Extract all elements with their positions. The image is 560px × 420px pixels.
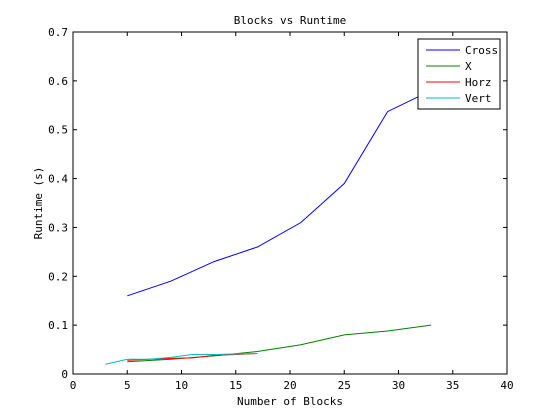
x-tick-label: 5: [124, 379, 131, 392]
x-tick-label: 15: [229, 379, 242, 392]
legend: Cross X Horz Vert: [417, 38, 501, 110]
series-layer: [105, 90, 432, 365]
x-tick-label: 40: [500, 379, 513, 392]
x-tick-label: 30: [392, 379, 405, 392]
y-tick-label: 0.6: [48, 75, 68, 88]
chart-title: Blocks vs Runtime: [234, 14, 347, 27]
x-tick-label: 35: [446, 379, 459, 392]
series-line-cross: [127, 90, 432, 297]
y-tick-label: 0: [61, 368, 68, 381]
x-tick-label: 10: [175, 379, 188, 392]
legend-box: [417, 38, 501, 110]
x-tick-label: 0: [70, 379, 77, 392]
y-axis-label: Runtime (s): [32, 167, 45, 240]
legend-label-horz: Horz: [465, 76, 492, 89]
legend-label-cross: Cross: [465, 44, 498, 57]
y-tick-label: 0.4: [48, 173, 68, 186]
x-tick-label: 20: [283, 379, 296, 392]
y-tick-label: 0.1: [48, 319, 68, 332]
x-axis-label: Number of Blocks: [237, 395, 343, 408]
series-line-vert: [105, 353, 258, 365]
ticks-layer: 0 5 10 15 20 25 30 35 40 0 0.1 0.2 0.3 0.4 0.5 0.6 0.7: [48, 26, 514, 392]
y-tick-label: 0.2: [48, 270, 68, 283]
legend-label-vert: Vert: [465, 92, 492, 105]
y-tick-label: 0.7: [48, 26, 68, 39]
y-tick-label: 0.3: [48, 221, 68, 234]
y-tick-label: 0.5: [48, 124, 68, 137]
legend-label-x: X: [465, 60, 472, 73]
x-tick-label: 25: [338, 379, 351, 392]
